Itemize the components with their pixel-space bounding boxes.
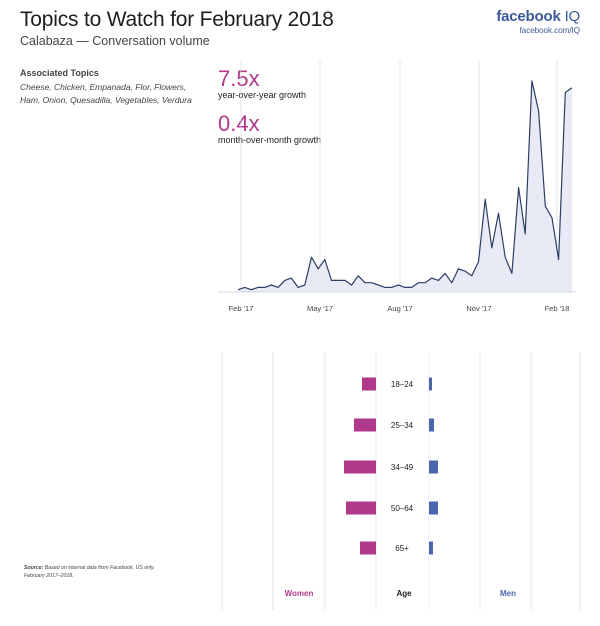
bar-men — [429, 541, 433, 555]
source-text: Based on internal data from Facebook, US… — [24, 565, 155, 579]
bar-women — [344, 460, 376, 474]
bar-women — [346, 501, 376, 515]
source-label: Source: — [24, 565, 44, 571]
age-category-label: 65+ — [395, 544, 409, 553]
bar-women — [360, 541, 376, 555]
bar-men — [429, 377, 432, 391]
x-tick-label: May '17 — [307, 304, 333, 313]
brand-suffix: IQ — [564, 8, 581, 25]
volume-line — [237, 80, 573, 291]
associated-topics: Associated Topics Cheese, Chicken, Empan… — [20, 68, 205, 106]
stat-mom: 0.4x month-over-month growth — [218, 111, 322, 146]
stat-yoy: 7.5x year-over-year growth — [218, 66, 307, 101]
age-label-band — [377, 352, 428, 610]
brand-url[interactable]: facebook.com/IQ — [519, 26, 580, 35]
x-tick-label: Feb '17 — [229, 304, 254, 313]
x-tick-label: Aug '17 — [387, 304, 412, 313]
x-tick-label: Feb '18 — [545, 304, 570, 313]
bar-men — [429, 460, 438, 474]
brand-wordmark: facebook — [496, 8, 561, 25]
bar-men — [429, 501, 438, 515]
associated-topics-list: Cheese, Chicken, Empanada, Flor, Flowers… — [20, 82, 192, 105]
legend-women: Women — [285, 589, 314, 598]
age-category-label: 25–34 — [391, 421, 414, 430]
legend-men: Men — [500, 589, 516, 598]
age-category-label: 18–24 — [391, 380, 414, 389]
stat-mom-value: 0.4x — [218, 111, 260, 136]
page-subtitle: Calabaza — Conversation volume — [20, 34, 210, 48]
bar-women — [354, 418, 376, 432]
source-note: Source: Based on internal data from Face… — [24, 564, 174, 580]
stat-mom-label: month-over-month growth — [218, 135, 322, 145]
page-title: Topics to Watch for February 2018 — [20, 8, 334, 31]
bar-men — [429, 418, 434, 432]
bar-women — [362, 377, 376, 391]
brand-logo[interactable]: facebook IQ facebook.com/IQ — [496, 8, 580, 35]
age-category-label: 50–64 — [391, 504, 414, 513]
volume-area — [238, 80, 572, 293]
stat-yoy-label: year-over-year growth — [218, 90, 307, 100]
associated-topics-title: Associated Topics — [20, 68, 99, 78]
brand-name: facebook IQ — [496, 8, 580, 25]
legend-age: Age — [396, 589, 412, 598]
age-category-label: 34–49 — [391, 463, 414, 472]
volume-line-chart: Feb '17 May '17 Aug '17 Nov '17 Feb '18 — [218, 60, 576, 313]
stat-yoy-value: 7.5x — [218, 66, 260, 91]
x-tick-label: Nov '17 — [466, 304, 491, 313]
